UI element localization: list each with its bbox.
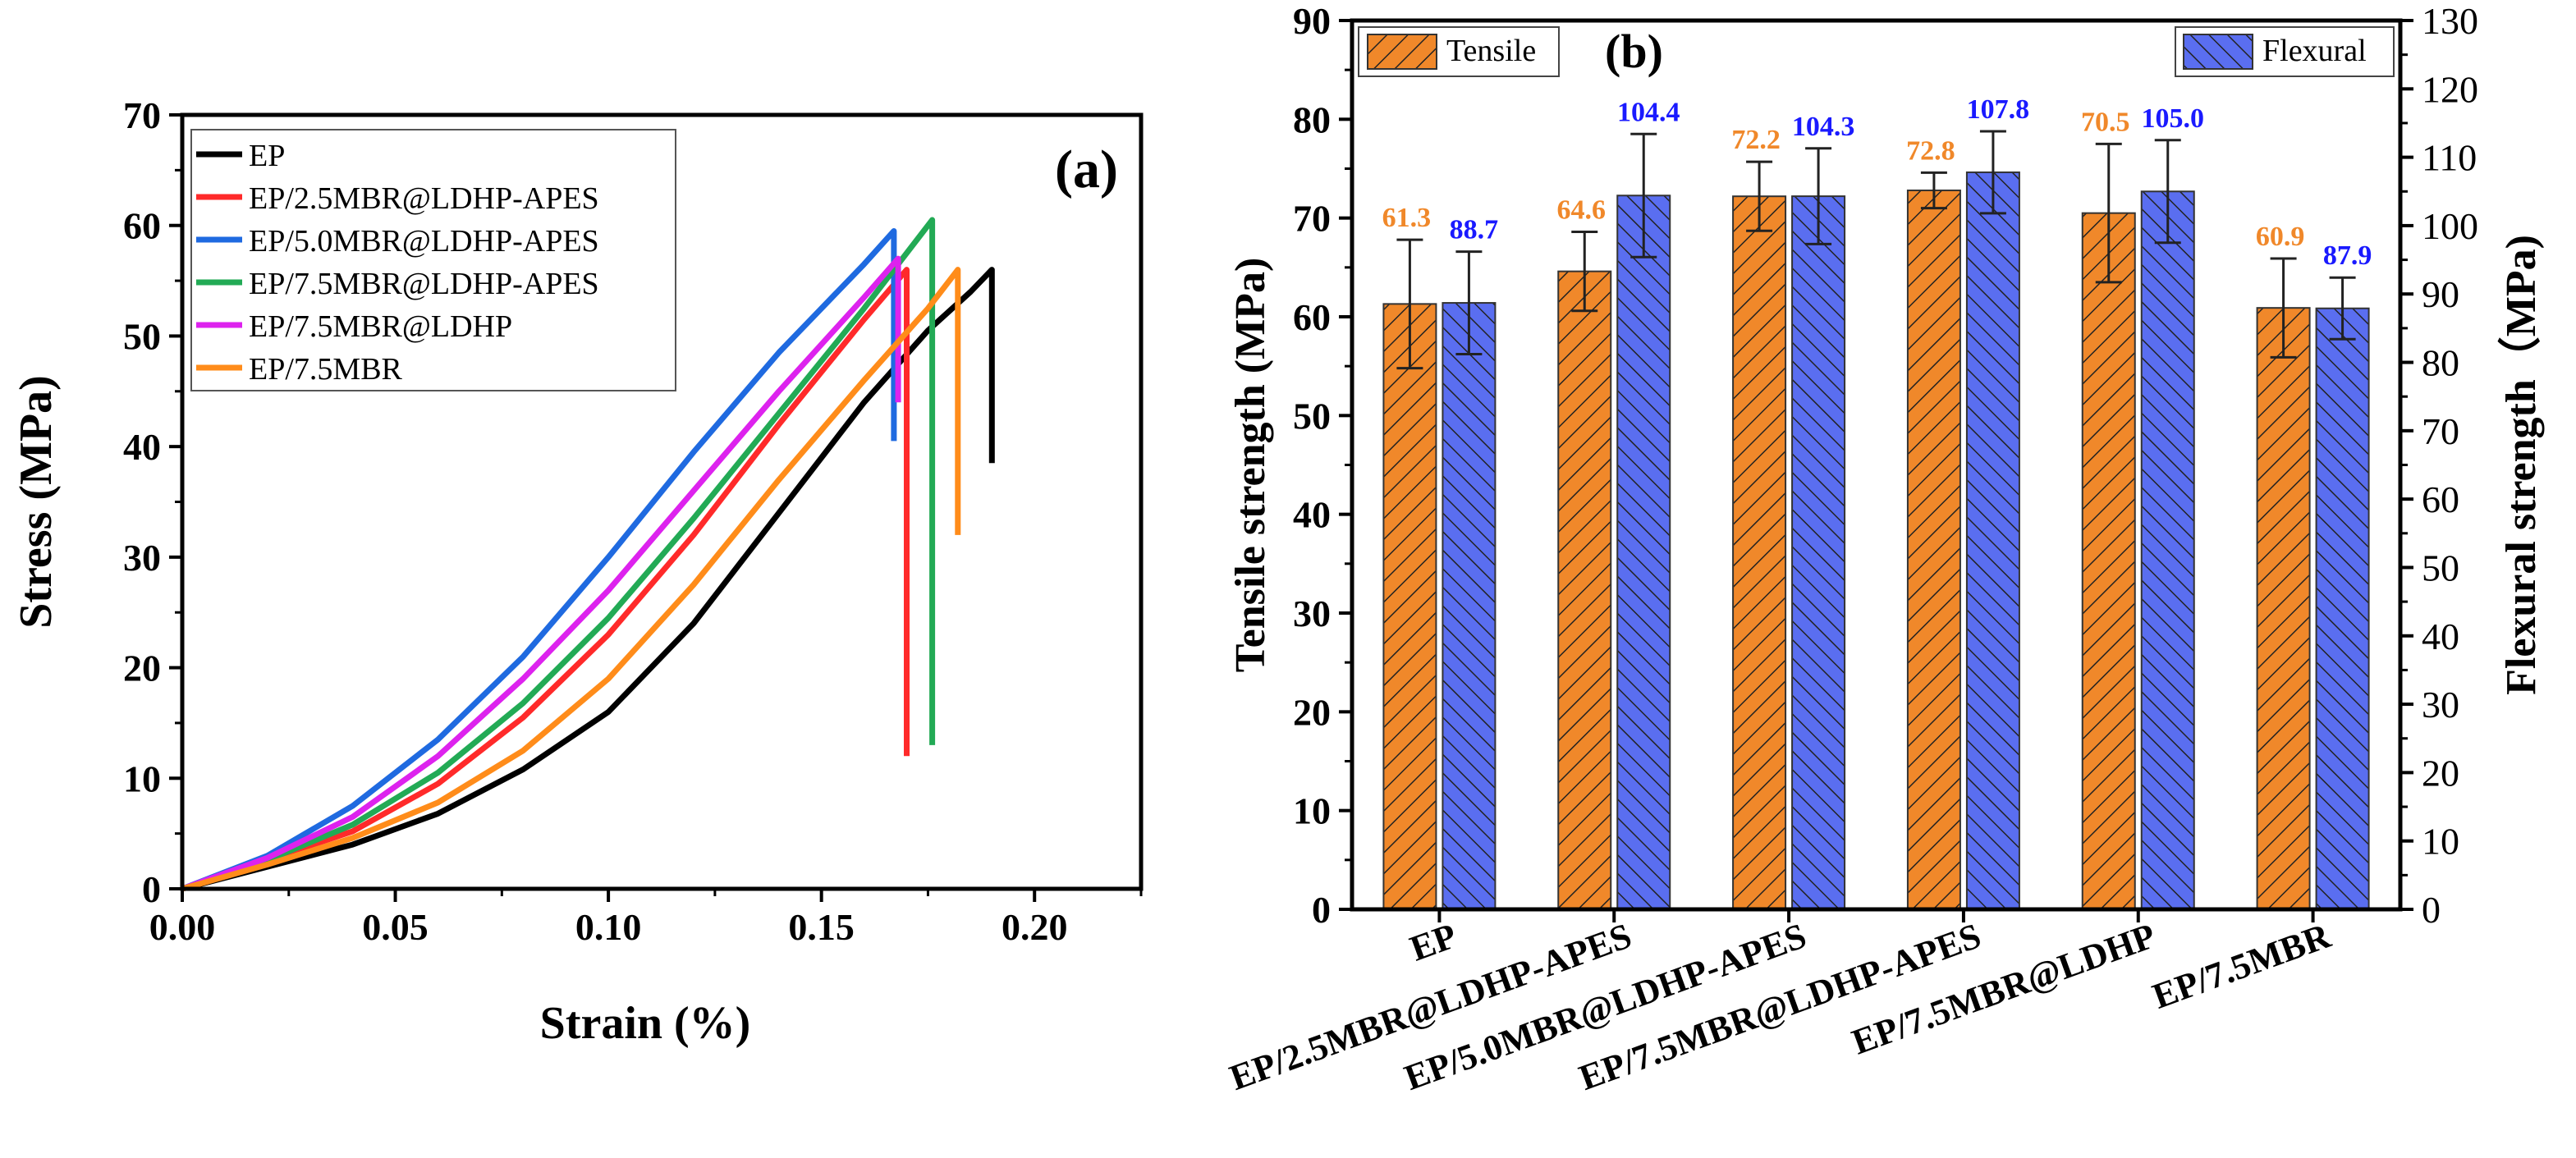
legend-label-5: EP/7.5MBR <box>249 352 403 387</box>
legend-label-3: EP/7.5MBR@LDHP-APES <box>249 267 599 301</box>
right-y-tick-label: 60 <box>2422 478 2459 520</box>
tensile-bar-0 <box>1382 303 1437 910</box>
y-tick-label: 50 <box>123 315 161 357</box>
right-y-tick-label: 0 <box>2422 889 2441 931</box>
left-y-tick-label: 0 <box>1312 889 1331 931</box>
flexural-value-label-5: 87.9 <box>2323 240 2372 271</box>
right-y-tick-label: 100 <box>2422 205 2478 247</box>
legend-label-tensile: Tensile <box>1446 34 1536 68</box>
x-axis-label: Strain (%) <box>540 998 751 1049</box>
flexural-value-label-0: 88.7 <box>1450 215 1499 245</box>
y-tick-label: 20 <box>123 648 161 689</box>
left-y-tick-label: 10 <box>1293 790 1331 832</box>
tensile-value-label-5: 60.9 <box>2256 222 2305 252</box>
series-line-1 <box>181 267 910 892</box>
flexural-bar-1 <box>1616 195 1671 910</box>
flexural-bar-2 <box>1791 195 1846 910</box>
series-line-5 <box>181 267 961 892</box>
legend-swatch-tensile <box>1367 34 1437 70</box>
series-line-2 <box>181 228 897 892</box>
right-y-tick-label: 20 <box>2422 752 2459 794</box>
right-y-tick-label: 10 <box>2422 821 2459 863</box>
flexural-value-label-2: 104.3 <box>1792 112 1855 142</box>
tensile-value-label-1: 64.6 <box>1557 195 1607 226</box>
right-y-tick-label: 80 <box>2422 342 2459 384</box>
left-y-tick-label: 40 <box>1293 494 1331 536</box>
category-label-0: EP <box>1405 915 1462 968</box>
flexural-value-label-4: 105.0 <box>2142 103 2205 134</box>
strength-bar-chart: 61.3 88.7EP64.6104.4EP/2.5MBR@LDHP-APES72… <box>1225 0 2545 1098</box>
right-y-tick-label: 110 <box>2422 137 2477 179</box>
panel-label: (b) <box>1605 25 1663 78</box>
legend-flexural: Flexural <box>2175 26 2395 77</box>
right-y-tick-label: 50 <box>2422 547 2459 588</box>
tensile-bar-5 <box>2256 307 2311 911</box>
left-y-tick-label: 80 <box>1293 98 1331 140</box>
tensile-bar-3 <box>1906 189 1961 910</box>
tensile-bar-1 <box>1557 270 1612 910</box>
category-label-4: EP/7.5MBR@LDHP <box>1847 915 2161 1062</box>
legend-label-4: EP/7.5MBR@LDHP <box>249 309 512 344</box>
right-y-tick-label: 130 <box>2422 0 2478 42</box>
y-axis-label: Stress (MPa) <box>11 375 62 628</box>
right-y-tick-label: 120 <box>2422 68 2478 110</box>
flexural-bar-0 <box>1442 302 1497 910</box>
flexural-bar-3 <box>1965 171 2020 911</box>
y-tick-label: 60 <box>123 205 161 247</box>
tensile-value-label-2: 72.2 <box>1731 125 1781 155</box>
tensile-bar-2 <box>1732 195 1787 910</box>
right-y-tick-label: 90 <box>2422 273 2459 315</box>
flexural-bar-4 <box>2140 190 2195 910</box>
legend-box <box>190 129 676 391</box>
x-tick-label: 0.10 <box>575 906 642 948</box>
right-y-tick-label: 30 <box>2422 684 2459 725</box>
series-line-0 <box>181 267 995 892</box>
y-tick-label: 30 <box>123 537 161 579</box>
flexural-value-label-1: 104.4 <box>1617 97 1680 127</box>
right-y-axis-label: Flexural strength（MPa) <box>2497 235 2545 695</box>
left-y-tick-label: 70 <box>1293 198 1331 240</box>
legend-tensile: Tensile <box>1358 26 1560 77</box>
y-tick-label: 40 <box>123 426 161 468</box>
y-tick-label: 0 <box>142 868 161 910</box>
legend-label-flexural: Flexural <box>2262 34 2367 68</box>
legend-label-0: EP <box>249 139 285 173</box>
left-y-tick-label: 50 <box>1293 395 1331 437</box>
right-y-tick-label: 40 <box>2422 616 2459 657</box>
panel-label: (a) <box>1055 140 1118 199</box>
legend-label-2: EP/5.0MBR@LDHP-APES <box>249 224 599 259</box>
left-y-tick-label: 60 <box>1293 296 1331 338</box>
left-y-tick-label: 90 <box>1293 0 1331 42</box>
left-y-tick-label: 20 <box>1293 691 1331 733</box>
flexural-bar-5 <box>2315 307 2370 910</box>
right-y-tick-label: 70 <box>2422 410 2459 452</box>
y-tick-label: 70 <box>123 94 161 136</box>
tensile-value-label-0: 61.3 <box>1382 203 1432 233</box>
y-tick-label: 10 <box>123 758 161 799</box>
stress-strain-chart: 0.00 0.05 0.10 0.15 0.20 0 10 20 30 40 50 60 70 Strai… <box>11 94 1144 1049</box>
plot-frame <box>1350 18 2403 912</box>
tensile-value-label-3: 72.8 <box>1906 135 1955 166</box>
category-label-5: EP/7.5MBR <box>2147 915 2336 1017</box>
left-y-axis-label: Tensile strength (MPa) <box>1227 258 1274 673</box>
x-tick-label: 0.20 <box>1002 906 1068 948</box>
left-y-tick-label: 30 <box>1293 593 1331 634</box>
series-line-4 <box>181 255 901 892</box>
x-tick-label: 0.05 <box>362 906 429 948</box>
tensile-value-label-4: 70.5 <box>2081 107 2130 137</box>
x-tick-label: 0.00 <box>149 906 216 948</box>
x-tick-label: 0.15 <box>788 906 855 948</box>
legend-label-1: EP/2.5MBR@LDHP-APES <box>249 181 599 216</box>
legend-swatch-flexural <box>2183 34 2253 70</box>
flexural-value-label-3: 107.8 <box>1967 94 2030 125</box>
tensile-bar-4 <box>2081 212 2136 910</box>
series-line-3 <box>181 217 936 892</box>
